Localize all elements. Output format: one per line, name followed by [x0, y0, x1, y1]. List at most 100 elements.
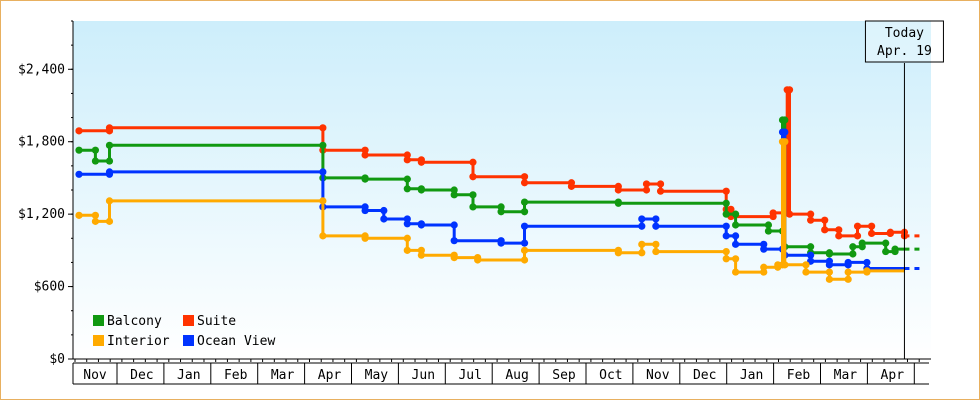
data-point — [105, 170, 114, 178]
data-point — [886, 229, 894, 238]
data-point — [105, 141, 114, 149]
data-point — [105, 127, 114, 135]
data-point — [614, 182, 622, 190]
data-point — [638, 240, 646, 248]
data-point — [567, 179, 576, 187]
data-point — [403, 215, 411, 223]
data-point — [91, 217, 100, 225]
data-point — [732, 255, 740, 263]
data-point — [75, 146, 83, 154]
legend-swatch — [183, 315, 194, 326]
data-point — [781, 116, 789, 124]
data-point — [821, 216, 829, 224]
data-point — [91, 157, 100, 165]
x-tick-label: Oct — [599, 368, 622, 383]
data-point — [403, 234, 411, 242]
data-point — [882, 239, 890, 247]
data-point — [652, 247, 660, 256]
x-tick-label: Dec — [693, 368, 716, 383]
data-point — [105, 197, 114, 205]
data-point — [844, 261, 852, 269]
data-point — [727, 205, 735, 213]
data-point — [722, 210, 730, 218]
data-point — [403, 246, 411, 254]
data-point — [656, 187, 665, 195]
data-point — [807, 216, 815, 224]
data-point — [722, 247, 730, 256]
data-point — [882, 247, 890, 256]
data-point — [868, 229, 876, 238]
data-point — [732, 221, 740, 229]
x-tick-label: Mar — [271, 368, 295, 383]
data-point — [722, 199, 730, 207]
data-point — [319, 197, 327, 205]
data-point — [722, 232, 730, 240]
data-point — [868, 222, 876, 230]
x-tick-label: Nov — [83, 368, 107, 383]
x-tick-label: Jan — [740, 368, 763, 383]
data-point — [417, 185, 425, 193]
x-tick-label: Mar — [834, 368, 858, 383]
data-point — [319, 232, 327, 240]
data-point — [469, 173, 477, 181]
data-point — [764, 221, 773, 229]
data-point — [75, 170, 83, 178]
data-point — [802, 261, 810, 269]
data-point — [732, 210, 740, 218]
legend-label: Suite — [197, 314, 236, 329]
data-point — [450, 186, 458, 194]
data-point — [858, 243, 866, 251]
data-point — [652, 240, 660, 248]
data-point — [497, 237, 505, 245]
data-point — [863, 258, 871, 267]
data-point — [361, 174, 369, 182]
data-point — [380, 206, 388, 215]
today-label: Today — [885, 26, 924, 41]
legend-swatch — [183, 335, 194, 346]
data-point — [520, 222, 529, 230]
data-point — [361, 232, 369, 240]
data-point — [652, 222, 660, 230]
y-tick-label: $1,200 — [18, 207, 65, 222]
data-point — [469, 191, 477, 199]
data-point — [760, 240, 768, 248]
data-point — [642, 186, 651, 194]
data-point — [105, 157, 114, 165]
data-point — [722, 255, 730, 263]
data-point — [807, 210, 815, 218]
data-point — [853, 232, 862, 240]
data-point — [785, 86, 794, 94]
x-tick-label: Sep — [552, 368, 576, 383]
data-point — [91, 146, 100, 154]
x-tick-label: Aug — [505, 368, 528, 383]
data-point — [652, 215, 660, 223]
data-point — [497, 203, 505, 211]
data-point — [656, 180, 665, 188]
data-point — [469, 203, 477, 211]
data-point — [403, 185, 411, 193]
data-point — [825, 257, 834, 265]
data-point — [835, 232, 843, 240]
data-point — [821, 226, 829, 234]
data-point — [764, 227, 773, 235]
data-point — [642, 180, 651, 188]
x-tick-label: Feb — [787, 368, 811, 383]
data-point — [450, 251, 458, 259]
x-tick-label: Jul — [458, 368, 481, 383]
data-point — [891, 247, 899, 256]
legend-label: Interior — [107, 334, 170, 349]
x-tick-label: Feb — [224, 368, 248, 383]
data-point — [319, 124, 327, 132]
data-point — [403, 175, 411, 183]
data-point — [781, 261, 789, 269]
legend-label: Balcony — [107, 314, 162, 329]
x-tick-label: Nov — [646, 368, 670, 383]
data-point — [825, 249, 834, 257]
data-point — [319, 168, 327, 176]
data-point — [91, 211, 100, 219]
data-point — [474, 254, 482, 262]
data-point — [417, 246, 425, 254]
data-point — [722, 187, 730, 195]
data-point — [417, 156, 425, 164]
